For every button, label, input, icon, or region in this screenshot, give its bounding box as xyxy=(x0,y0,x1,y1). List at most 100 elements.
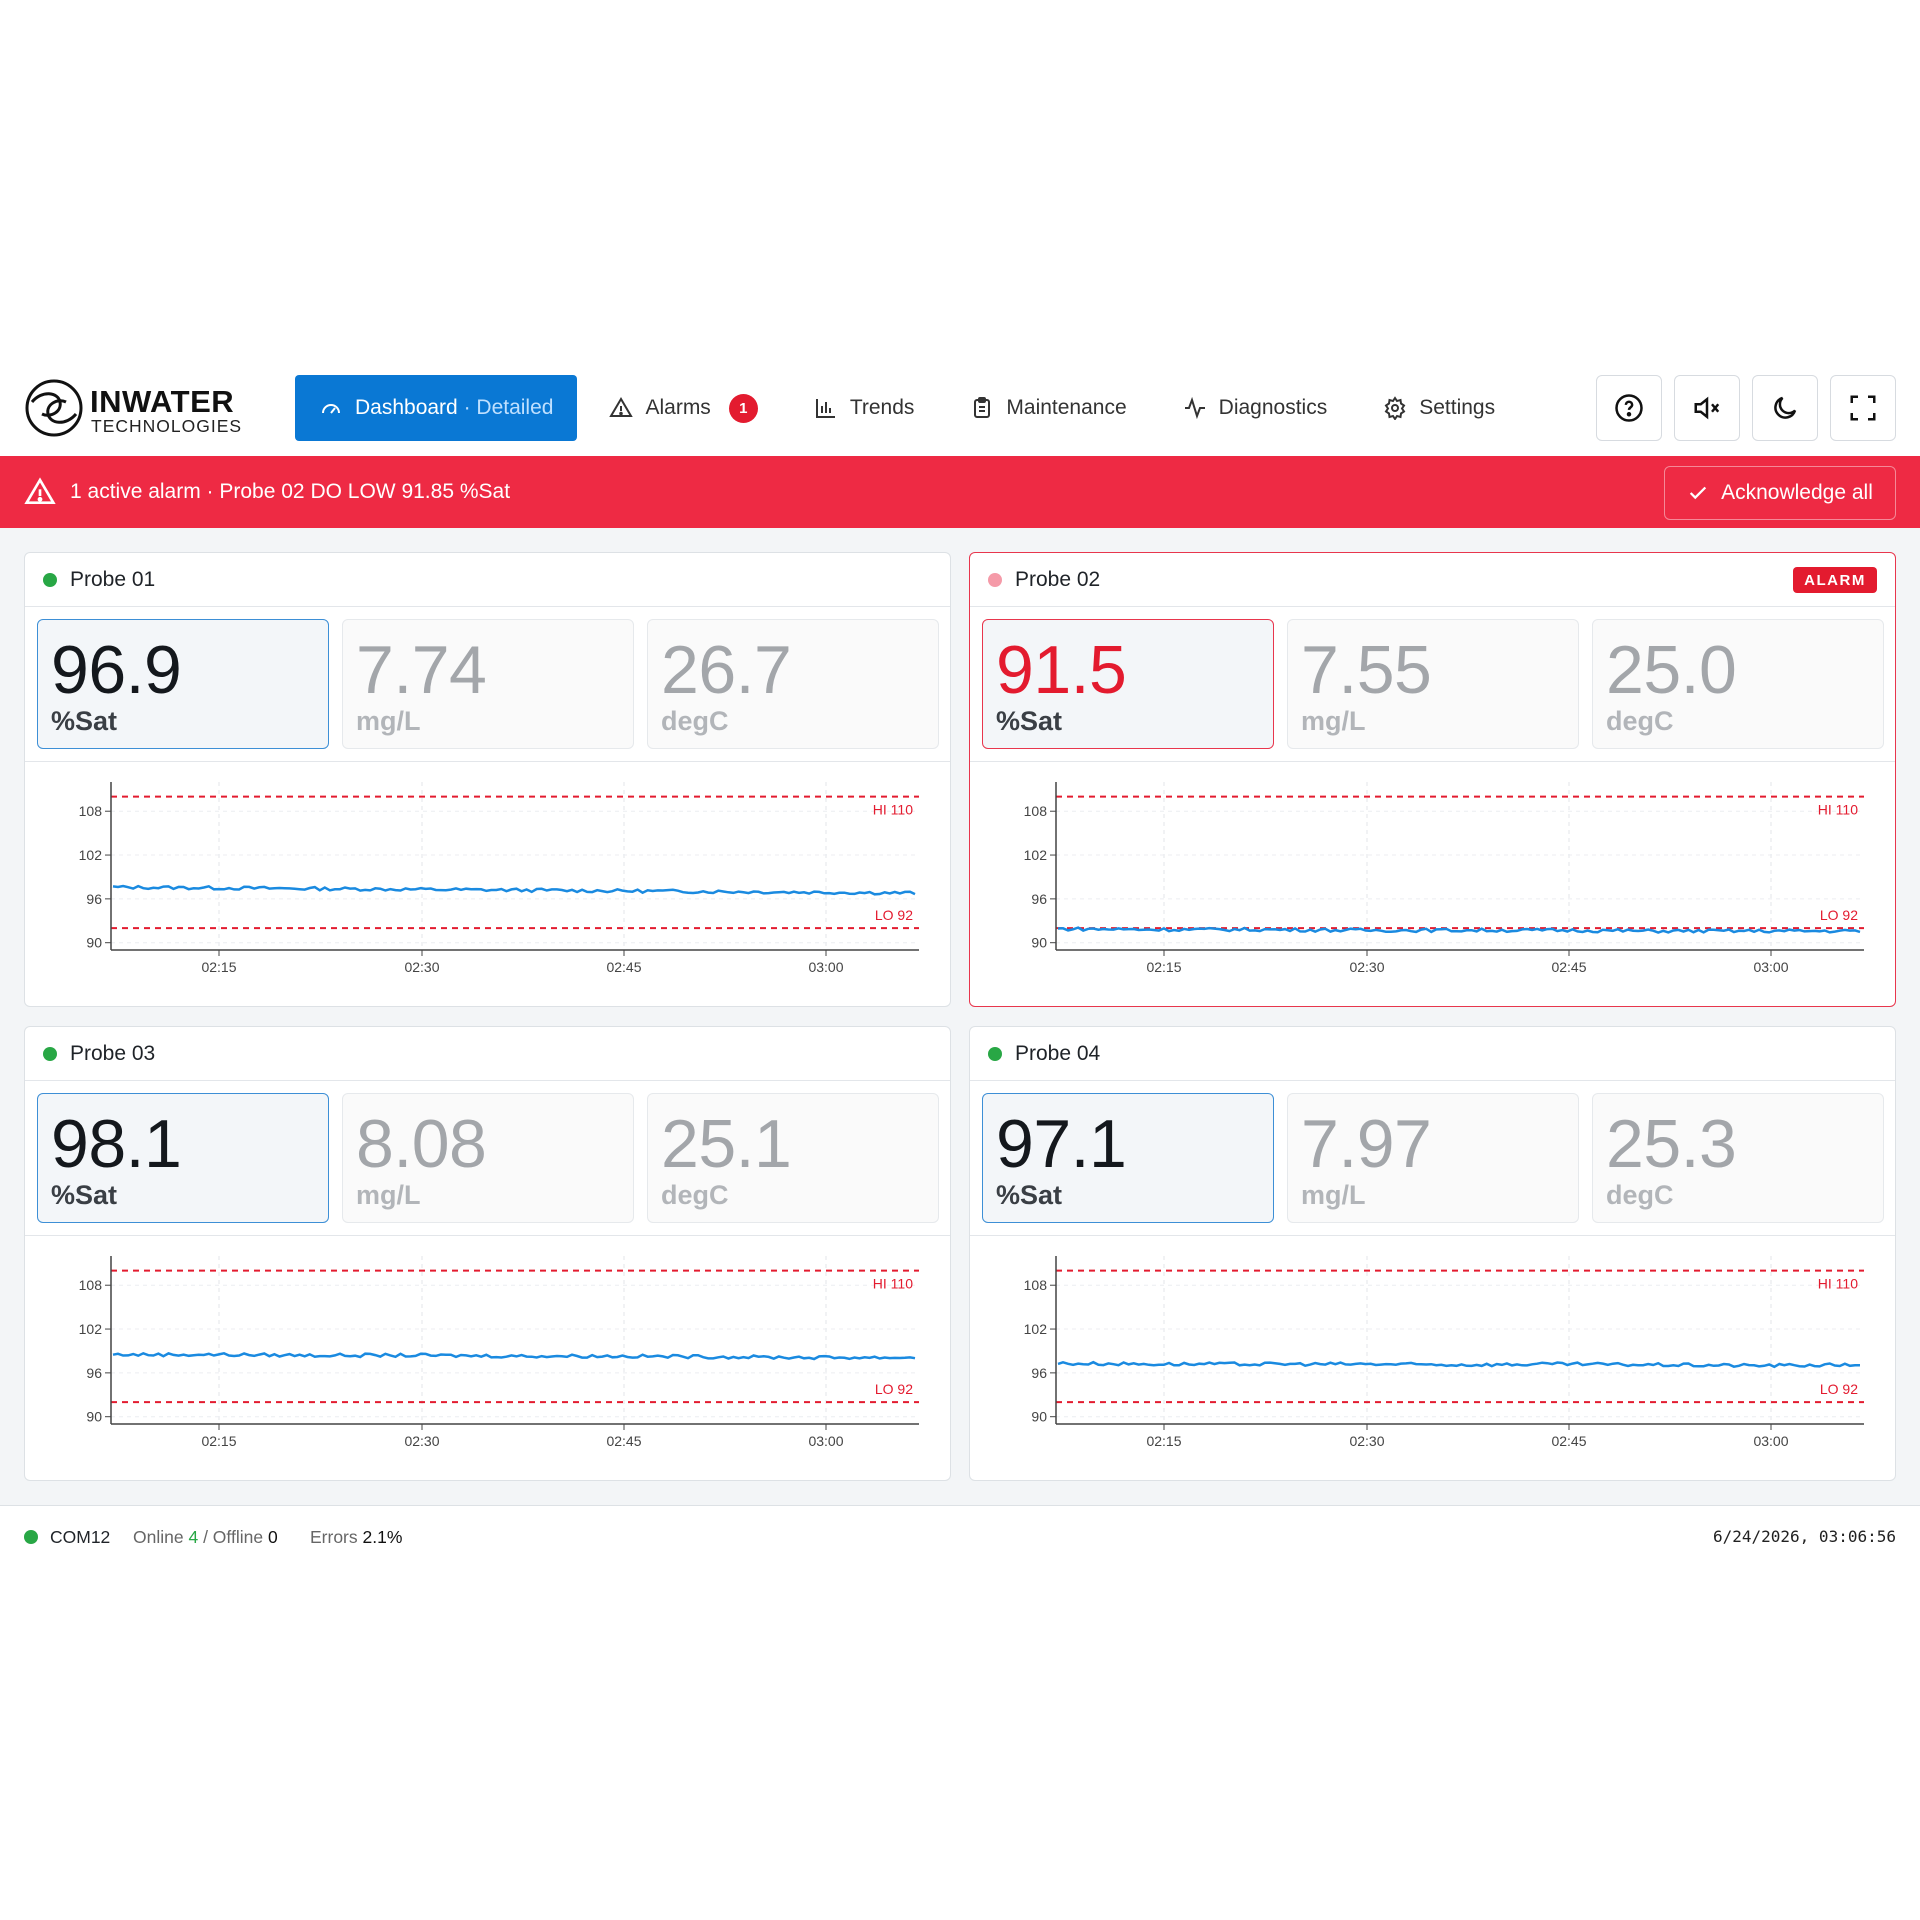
reading-unit: %Sat xyxy=(51,706,118,736)
reading-tile-sat[interactable]: 98.1 %Sat xyxy=(37,1093,329,1223)
reading-tile-mgl[interactable]: 7.55 mg/L xyxy=(1287,619,1579,749)
probe-readings: 97.1 %Sat 7.97 mg/L 25.3 degC xyxy=(982,1093,1885,1223)
gear-icon xyxy=(1384,396,1406,420)
online-separator: / xyxy=(198,1527,213,1547)
trend-chart-container: HI 110 LO 92 90 96 102 108 02:15 02:30 02:45 03:0… xyxy=(970,1235,1895,1480)
dark-mode-button[interactable] xyxy=(1752,375,1818,441)
trend-chart[interactable]: HI 110 LO 92 90 96 102 108 02:15 02:30 02:45 03:0… xyxy=(25,762,950,1007)
header-tools xyxy=(1584,375,1896,441)
probe-readings: 98.1 %Sat 8.08 mg/L 25.1 degC xyxy=(37,1093,940,1223)
x-tick-label: 03:00 xyxy=(808,1433,843,1449)
acknowledge-all-button[interactable]: Acknowledge all xyxy=(1664,466,1896,520)
acknowledge-all-label: Acknowledge all xyxy=(1721,481,1873,504)
probe-name: Probe 01 xyxy=(70,568,156,591)
hi-limit-label: HI 110 xyxy=(1818,1276,1858,1292)
nav-maintenance[interactable]: Maintenance xyxy=(946,375,1150,441)
y-tick-label: 96 xyxy=(86,1365,102,1381)
trend-chart-container: HI 110 LO 92 90 96 102 108 02:15 02:30 02:45 03:0… xyxy=(970,761,1895,1006)
y-tick-label: 102 xyxy=(79,847,103,863)
series-line xyxy=(1057,926,1861,934)
reading-unit: %Sat xyxy=(51,1180,118,1210)
reading-value: 97.1 xyxy=(996,1106,1127,1182)
reading-unit: degC xyxy=(1606,1180,1674,1210)
reading-tile-temp[interactable]: 26.7 degC xyxy=(647,619,939,749)
mute-icon xyxy=(1694,396,1720,420)
reading-value: 8.08 xyxy=(356,1106,487,1182)
help-button[interactable] xyxy=(1596,375,1662,441)
probe-card: Probe 02 ALARM 91.5 %Sat 7.55 mg/L 25.0 … xyxy=(969,552,1896,1007)
serial-port: COM12 xyxy=(50,1527,111,1547)
y-tick-label: 96 xyxy=(1031,891,1047,907)
reading-tile-temp[interactable]: 25.1 degC xyxy=(647,1093,939,1223)
reading-unit: degC xyxy=(661,1180,729,1210)
y-tick-label: 96 xyxy=(86,891,102,907)
reading-tile-sat[interactable]: 91.5 %Sat xyxy=(982,619,1274,749)
nav-dashboard-label: Dashboard xyxy=(355,396,458,419)
nav-diagnostics-label: Diagnostics xyxy=(1218,396,1328,419)
trend-chart[interactable]: HI 110 LO 92 90 96 102 108 02:15 02:30 02:45 03:0… xyxy=(25,1236,950,1481)
reading-tile-temp[interactable]: 25.0 degC xyxy=(1592,619,1884,749)
reading-tile-temp[interactable]: 25.3 degC xyxy=(1592,1093,1884,1223)
clipboard-icon xyxy=(974,397,991,418)
lo-limit-label: LO 92 xyxy=(875,907,913,923)
probe-name: Probe 02 xyxy=(1015,568,1101,591)
reading-tile-sat[interactable]: 97.1 %Sat xyxy=(982,1093,1274,1223)
nav-settings-label: Settings xyxy=(1419,396,1496,419)
reading-value: 96.9 xyxy=(51,632,182,708)
probe-status-dot xyxy=(988,1047,1002,1061)
x-tick-label: 02:45 xyxy=(606,959,641,975)
nav-diagnostics[interactable]: Diagnostics xyxy=(1159,375,1352,441)
fullscreen-button[interactable] xyxy=(1830,375,1896,441)
reading-tile-mgl[interactable]: 7.97 mg/L xyxy=(1287,1093,1579,1223)
probe-card: Probe 03 98.1 %Sat 8.08 mg/L 25.1 degC H… xyxy=(24,1026,951,1481)
probe-readings: 91.5 %Sat 7.55 mg/L 25.0 degC xyxy=(982,619,1885,749)
alarm-banner: 1 active alarm · Probe 02 DO LOW 91.85 %… xyxy=(0,456,1920,528)
probe-status-dot xyxy=(43,573,57,587)
trend-chart-container: HI 110 LO 92 90 96 102 108 02:15 02:30 02:45 03:0… xyxy=(25,1235,950,1480)
reading-unit: degC xyxy=(661,706,729,736)
probe-status-dot xyxy=(988,573,1002,587)
nav-trends[interactable]: Trends xyxy=(790,375,939,441)
nav-alarms[interactable]: Alarms 1 xyxy=(585,375,781,441)
reading-tile-mgl[interactable]: 7.74 mg/L xyxy=(342,619,634,749)
probe-header: Probe 02 ALARM xyxy=(970,553,1895,607)
y-tick-label: 108 xyxy=(1024,803,1048,819)
offline-count: 0 xyxy=(267,1527,278,1547)
top-header: INWATER TECHNOLOGIES Dashboard · Detaile… xyxy=(0,362,1920,456)
trend-chart-container: HI 110 LO 92 90 96 102 108 02:15 02:30 02:45 03:0… xyxy=(25,761,950,1006)
reading-tile-sat[interactable]: 96.9 %Sat xyxy=(37,619,329,749)
lo-limit-label: LO 92 xyxy=(1820,907,1858,923)
lo-limit-label: LO 92 xyxy=(1820,1381,1858,1397)
warning-icon xyxy=(24,477,56,504)
pulse-icon xyxy=(1184,396,1205,420)
x-tick-label: 03:00 xyxy=(1753,1433,1788,1449)
nav-dashboard[interactable]: Dashboard · Detailed xyxy=(295,375,578,441)
reading-value: 7.55 xyxy=(1301,632,1432,708)
mute-button[interactable] xyxy=(1674,375,1740,441)
nav-alarms-label: Alarms xyxy=(645,396,711,419)
x-tick-label: 02:45 xyxy=(1551,959,1586,975)
help-icon xyxy=(1615,394,1643,422)
reading-value: 25.0 xyxy=(1606,632,1737,708)
nav-settings[interactable]: Settings xyxy=(1359,375,1519,441)
hi-limit-label: HI 110 xyxy=(873,1276,913,1292)
x-tick-label: 02:30 xyxy=(1349,959,1384,975)
y-tick-label: 90 xyxy=(1031,935,1047,951)
online-count: 4 xyxy=(188,1527,199,1547)
probe-name: Probe 04 xyxy=(1015,1042,1101,1065)
trend-chart[interactable]: HI 110 LO 92 90 96 102 108 02:15 02:30 02:45 03:0… xyxy=(970,1236,1895,1481)
x-tick-label: 02:15 xyxy=(201,1433,236,1449)
reading-tile-mgl[interactable]: 8.08 mg/L xyxy=(342,1093,634,1223)
y-tick-label: 102 xyxy=(1024,1321,1048,1337)
fullscreen-icon xyxy=(1850,395,1876,421)
probe-name: Probe 03 xyxy=(70,1042,156,1065)
reading-value: 26.7 xyxy=(661,632,792,708)
series-line xyxy=(112,1351,916,1361)
brand-logo[interactable]: INWATER TECHNOLOGIES xyxy=(24,376,254,440)
y-tick-label: 102 xyxy=(79,1321,103,1337)
reading-unit: degC xyxy=(1606,706,1674,736)
reading-value: 91.5 xyxy=(996,632,1127,708)
y-tick-label: 108 xyxy=(79,803,103,819)
x-tick-label: 02:30 xyxy=(404,959,439,975)
trend-chart[interactable]: HI 110 LO 92 90 96 102 108 02:15 02:30 02:45 03:0… xyxy=(970,762,1895,1007)
